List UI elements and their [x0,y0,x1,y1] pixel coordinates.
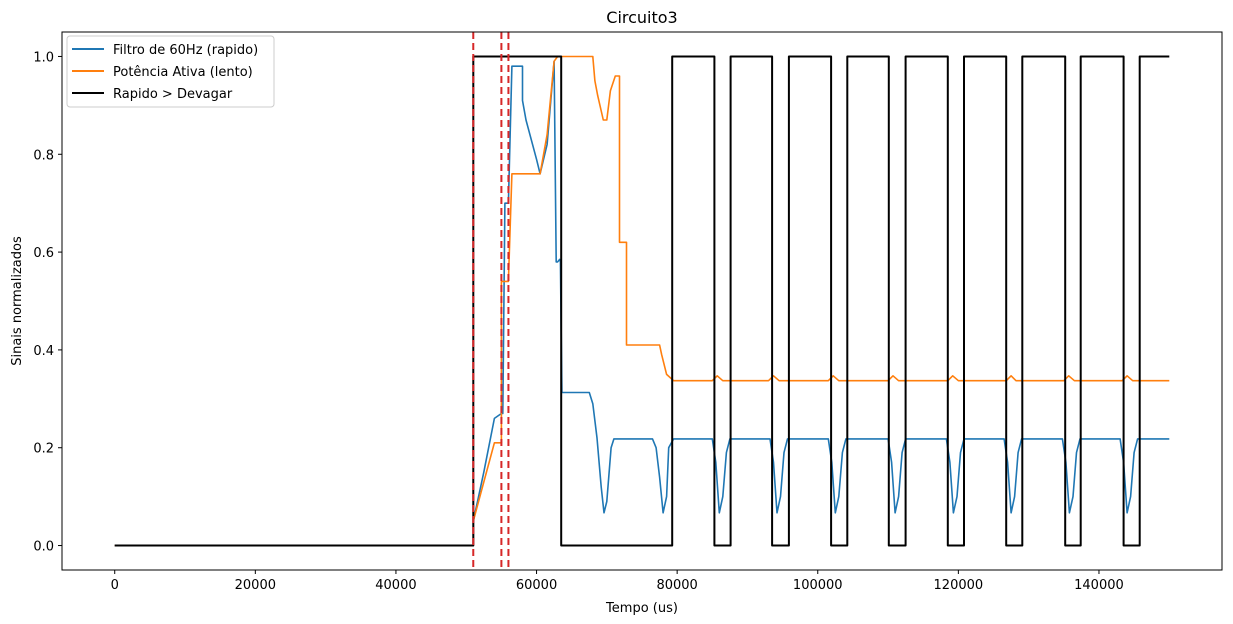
y-tick-label: 1.0 [33,50,54,65]
series-line-2 [114,55,1170,547]
x-tick-label: 100000 [793,578,843,593]
y-tick-label: 0.2 [33,442,54,457]
x-tick-label: 20000 [235,578,276,593]
plot-frame [61,31,1223,571]
legend-box [66,35,275,108]
x-axis-label: Tempo (us) [605,601,678,616]
series-line-1 [114,55,1170,547]
y-axis-ticks: 0.0 0.2 0.4 0.6 0.8 1.0 [33,50,62,555]
x-axis-ticks: 0 20000 40000 60000 80000 100000 120000 140000 [111,570,1124,593]
legend-label-rapido: Rapido > Devagar [113,87,233,102]
x-tick-label: 80000 [656,578,697,593]
legend: Filtro de 60Hz (rapido) Potência Ativa (… [66,35,275,108]
series-layer [114,55,1170,547]
chart-title: Circuito3 [606,8,677,27]
legend-label-filtro: Filtro de 60Hz (rapido) [113,43,258,58]
vline-layer [472,32,510,570]
y-tick-label: 0.6 [33,246,54,261]
y-tick-label: 0.8 [33,148,54,163]
legend-label-potencia: Potência Ativa (lento) [113,65,253,80]
x-tick-label: 140000 [1074,578,1124,593]
x-tick-label: 0 [111,578,119,593]
x-tick-label: 40000 [375,578,416,593]
x-tick-label: 60000 [516,578,557,593]
y-axis-label: Sinais normalizados [10,236,25,366]
x-tick-label: 120000 [934,578,984,593]
y-tick-label: 0.0 [33,540,54,555]
y-tick-label: 0.4 [33,344,54,359]
